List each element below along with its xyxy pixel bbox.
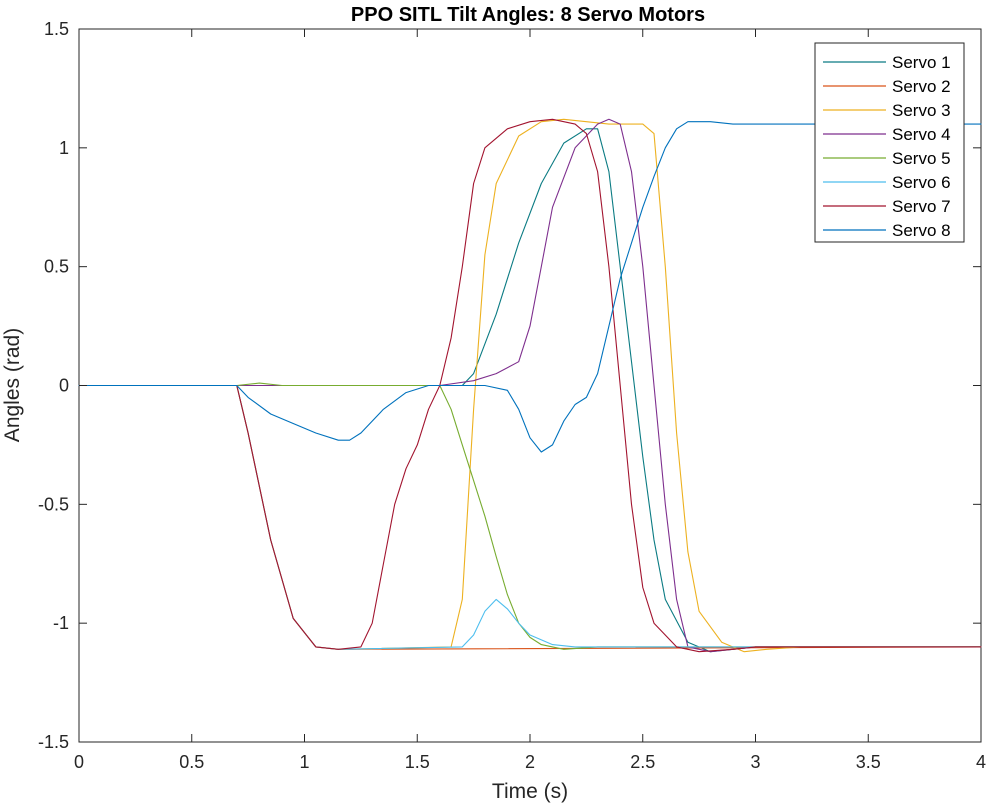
y-tick-label: 1.5 [44, 19, 69, 39]
x-tick-label: 3 [750, 752, 760, 772]
x-tick-label: 3.5 [856, 752, 881, 772]
y-tick-label: 1 [59, 138, 69, 158]
legend-label: Servo 5 [892, 149, 951, 168]
legend: Servo 1 Servo 2 Servo 3 Servo 4 Servo 5 Servo… [814, 42, 965, 243]
chart-title: PPO SITL Tilt Angles: 8 Servo Motors [351, 4, 705, 26]
x-axis-ticks: 0 0.5 1 1.5 2 2.5 3 3.5 4 [74, 29, 986, 772]
x-tick-label: 1 [299, 752, 309, 772]
series-line-servo-8 [78, 121, 982, 453]
legend-label: Servo 2 [892, 77, 951, 96]
series-layer [78, 118, 982, 653]
x-tick-label: 4 [976, 752, 986, 772]
legend-label: Servo 8 [892, 221, 951, 240]
legend-label: Servo 7 [892, 197, 951, 216]
legend-label: Servo 3 [892, 101, 951, 120]
x-tick-label: 1.5 [405, 752, 430, 772]
y-tick-label: -0.5 [38, 494, 69, 514]
y-tick-label: 0.5 [44, 257, 69, 277]
series-line-servo-5 [78, 382, 982, 650]
legend-box [814, 42, 965, 243]
x-tick-label: 2 [525, 752, 535, 772]
series-line-servo-7 [78, 118, 982, 653]
y-tick-label: -1 [53, 613, 69, 633]
legend-label: Servo 4 [892, 125, 951, 144]
y-tick-label: -1.5 [38, 732, 69, 752]
legend-label: Servo 6 [892, 173, 951, 192]
x-tick-label: 0 [74, 752, 84, 772]
x-axis-label: Time (s) [492, 780, 568, 803]
y-axis-label: Angles (rad) [1, 328, 24, 442]
series-line-servo-4 [78, 118, 982, 653]
y-axis-ticks: -1.5 -1 -0.5 0 0.5 1 1.5 [38, 19, 981, 752]
legend-items: Servo 1 Servo 2 Servo 3 Servo 4 Servo 5 Servo… [823, 53, 951, 240]
legend-label: Servo 1 [892, 53, 951, 72]
x-tick-label: 0.5 [179, 752, 204, 772]
x-tick-label: 2.5 [630, 752, 655, 772]
y-tick-label: 0 [59, 376, 69, 396]
